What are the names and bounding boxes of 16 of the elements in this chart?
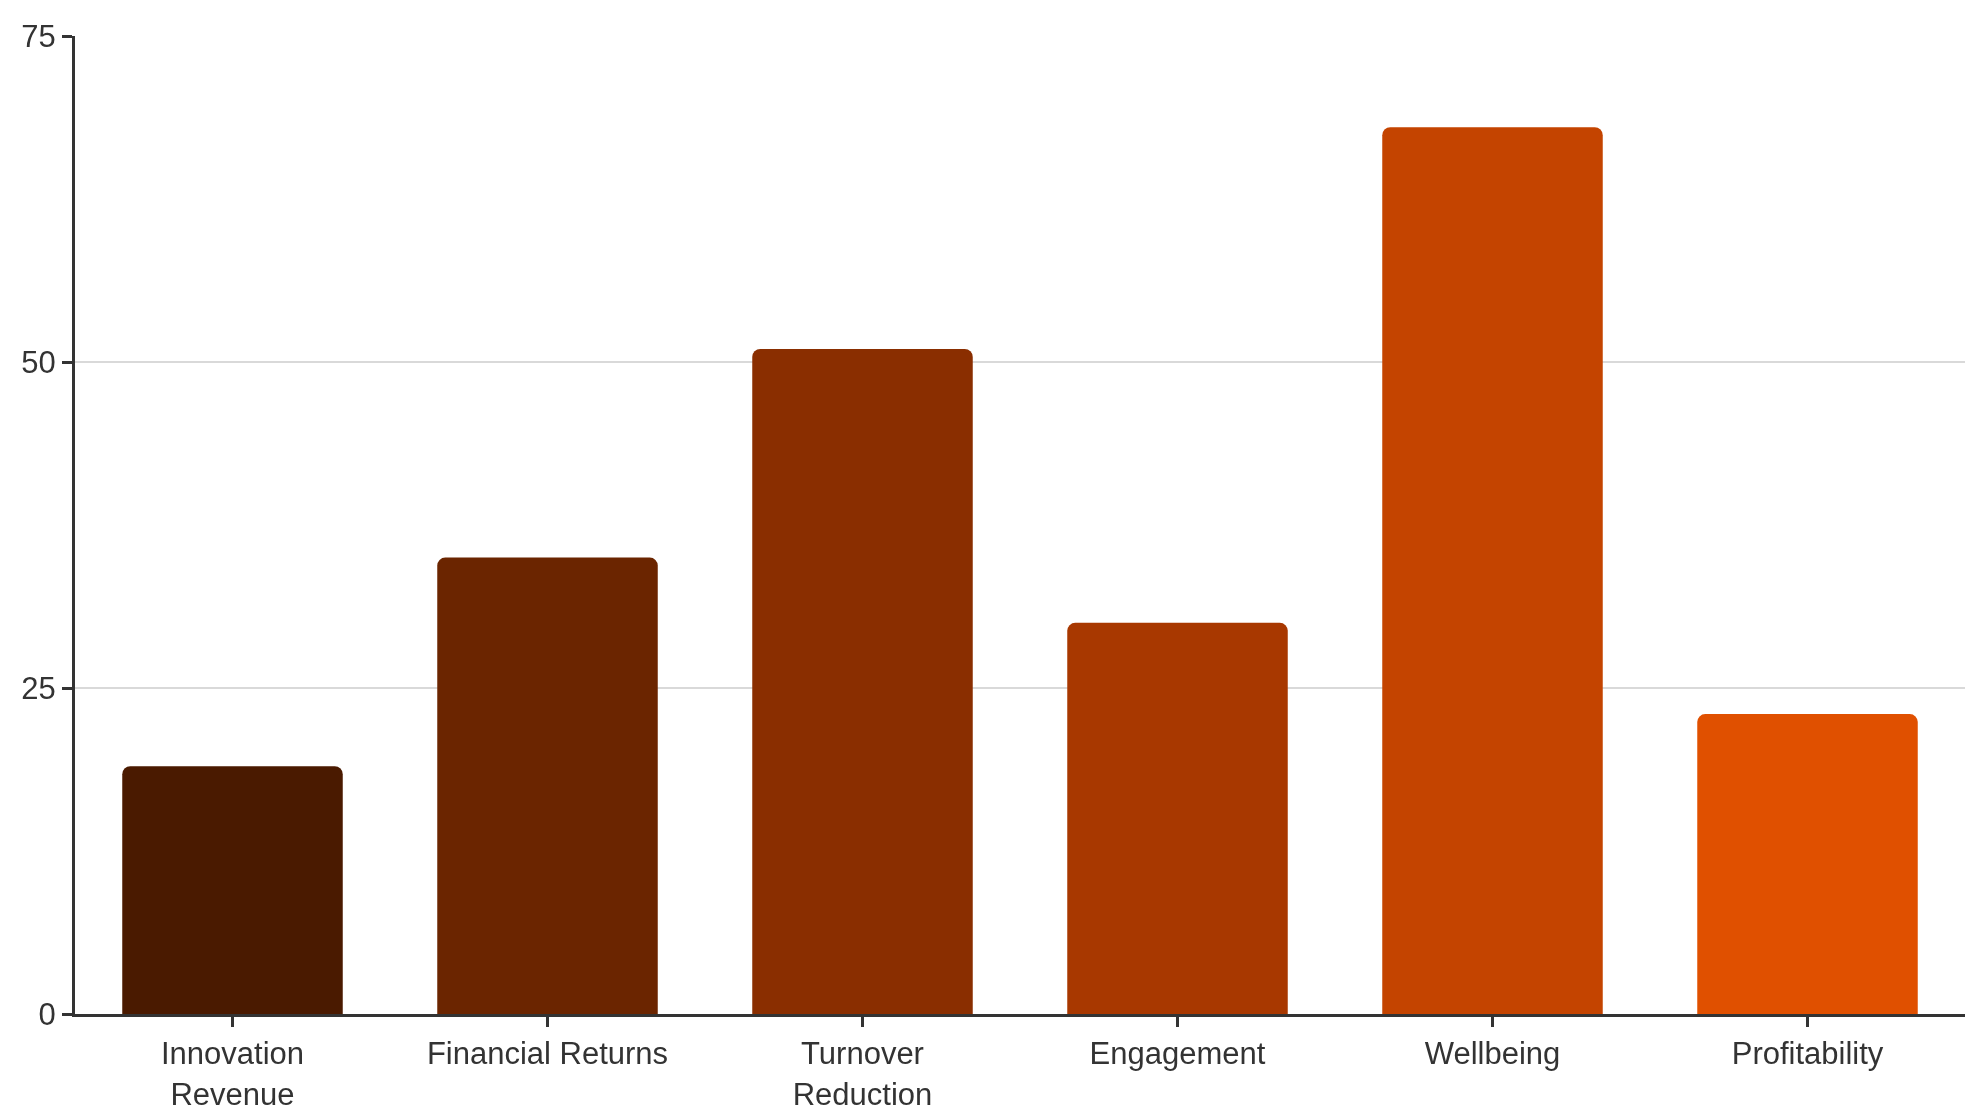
bar [1382,127,1603,1014]
y-tick-label: 50 [21,344,56,380]
x-tick-label: Turnover Reduction [792,1036,933,1110]
x-tick-label: Wellbeing [1424,1036,1561,1072]
x-tick-label: Profitability [1731,1036,1884,1072]
y-tick-label: 25 [21,670,56,706]
y-tick-label: 75 [21,18,56,54]
bar [1067,622,1288,1014]
y-tick-label: 0 [38,996,56,1032]
x-tick-label: Engagement [1089,1036,1266,1072]
bar [437,557,658,1014]
x-tick-label: Innovation Revenue [160,1036,305,1110]
bar [752,348,973,1014]
bar [122,766,343,1014]
bar [1697,714,1918,1014]
x-tick-label: Financial Returns [426,1036,669,1072]
